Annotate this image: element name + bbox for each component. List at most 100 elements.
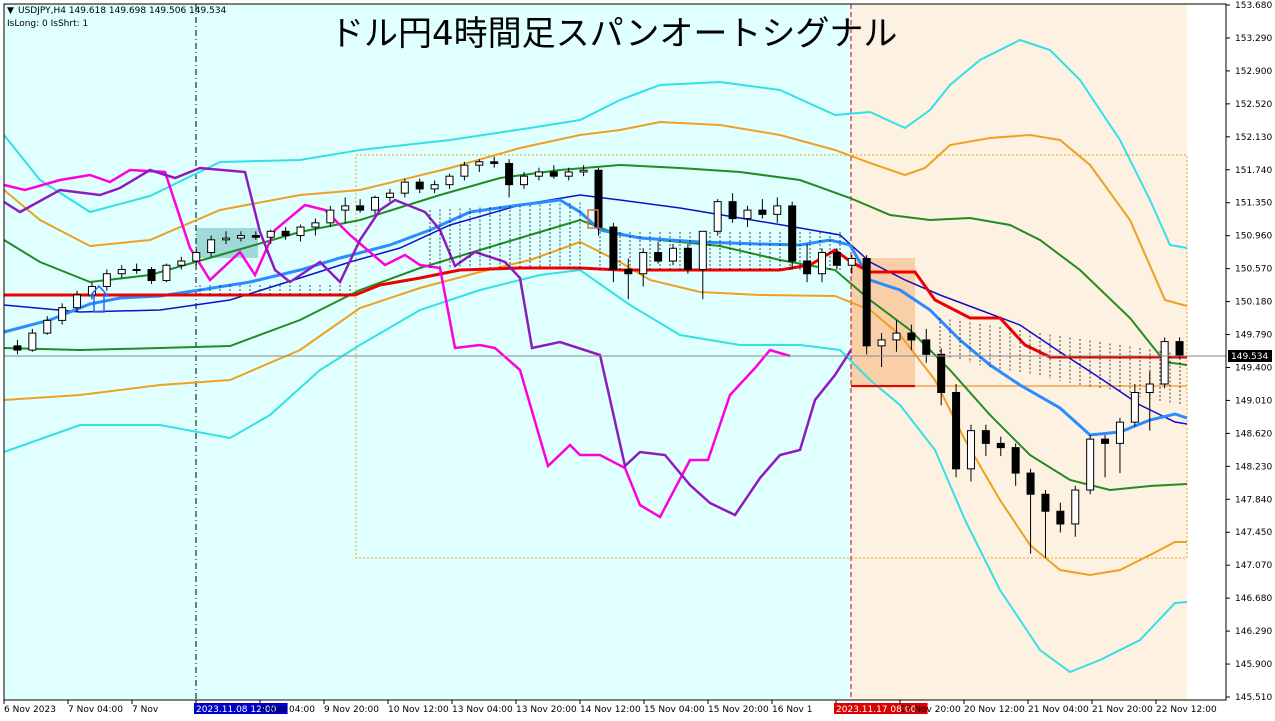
candle[interactable] [937, 348, 946, 406]
candle[interactable] [177, 256, 186, 270]
candle[interactable] [668, 244, 677, 266]
candle[interactable] [400, 178, 409, 198]
candle[interactable] [862, 255, 871, 355]
candle[interactable] [281, 227, 290, 240]
candle[interactable] [371, 195, 380, 215]
candle[interactable] [356, 199, 365, 213]
candle[interactable] [520, 171, 529, 189]
candle[interactable] [117, 265, 126, 278]
candle[interactable] [207, 235, 216, 257]
candle-body-up [713, 201, 722, 232]
candle[interactable] [415, 178, 424, 194]
candle[interactable] [639, 248, 648, 287]
y-tick-label: 147.840 [1235, 495, 1272, 505]
candle[interactable] [1026, 468, 1035, 554]
candle-body-up [743, 209, 752, 220]
candle[interactable] [713, 199, 722, 236]
candle-body-up [1071, 489, 1080, 525]
candle[interactable] [1101, 434, 1110, 478]
candle[interactable] [981, 424, 990, 457]
candle[interactable] [28, 328, 37, 352]
candle[interactable] [534, 167, 543, 181]
candle[interactable] [564, 167, 573, 181]
candle[interactable] [803, 244, 812, 283]
candle[interactable] [251, 231, 260, 240]
candle[interactable] [907, 324, 916, 351]
candle[interactable] [43, 316, 52, 335]
candle[interactable] [624, 258, 633, 300]
candle[interactable] [773, 197, 782, 223]
candle[interactable] [73, 290, 82, 312]
candle[interactable] [1071, 485, 1080, 537]
candle[interactable] [683, 244, 692, 274]
candle[interactable] [579, 165, 588, 177]
candle[interactable] [445, 173, 454, 189]
candle[interactable] [505, 159, 514, 198]
candle[interactable] [609, 222, 618, 283]
candle[interactable] [147, 266, 156, 284]
candle[interactable] [743, 205, 752, 228]
candle[interactable] [1041, 490, 1050, 558]
candle-body-down [758, 209, 767, 215]
candle[interactable] [1160, 337, 1169, 389]
candle[interactable] [236, 231, 245, 242]
y-tick-label: 150.570 [1235, 265, 1272, 275]
candle-body-down [862, 257, 871, 347]
candlesticks[interactable] [13, 156, 1184, 558]
band-mid-top [3, 120, 1188, 307]
candle[interactable] [460, 161, 469, 181]
candle[interactable] [311, 218, 320, 236]
candle[interactable] [475, 159, 484, 172]
candle-body-up [385, 192, 394, 198]
candle[interactable] [952, 384, 961, 478]
candle[interactable] [892, 320, 901, 352]
y-tick-label: 152.130 [1235, 133, 1272, 143]
collapse-arrow-icon[interactable]: ▼ [7, 6, 14, 16]
y-tick-label: 152.520 [1235, 100, 1272, 110]
candle[interactable] [966, 424, 975, 482]
y-tick-label: 149.400 [1235, 363, 1272, 373]
candle[interactable] [758, 199, 767, 219]
candle[interactable] [877, 333, 886, 368]
candle[interactable] [326, 205, 335, 228]
candle[interactable] [698, 230, 707, 300]
candle-body-down [922, 339, 931, 355]
candle[interactable] [266, 229, 275, 245]
candle[interactable] [1056, 502, 1065, 533]
candle[interactable] [1130, 384, 1139, 427]
candle-body-up [117, 268, 126, 275]
x-tick-label: 20 Nov 12:00 [964, 705, 1025, 715]
candle[interactable] [162, 263, 171, 283]
candle[interactable] [728, 193, 737, 223]
candle[interactable] [847, 255, 856, 274]
candle[interactable] [832, 248, 841, 270]
candle[interactable] [654, 241, 663, 264]
y-tick-label: 149.010 [1235, 396, 1272, 406]
candle-body-up [102, 273, 111, 287]
candle[interactable] [430, 180, 439, 194]
candle[interactable] [192, 248, 201, 266]
candle[interactable] [222, 231, 231, 245]
candle[interactable] [549, 165, 558, 179]
candle[interactable] [132, 263, 141, 274]
candle[interactable] [1086, 434, 1095, 495]
candle[interactable] [922, 328, 931, 363]
candle[interactable] [385, 188, 394, 202]
candle[interactable] [341, 197, 350, 223]
candle[interactable] [1115, 417, 1124, 474]
y-tick-label: 151.740 [1235, 166, 1272, 176]
y-tick-label: 145.900 [1235, 660, 1272, 670]
candle[interactable] [817, 248, 826, 283]
candle[interactable] [296, 224, 305, 242]
candle[interactable] [1145, 371, 1154, 431]
candle[interactable] [58, 303, 67, 325]
candle[interactable] [996, 436, 1005, 457]
candle[interactable] [490, 156, 499, 168]
candle-body-up [236, 235, 245, 239]
candle[interactable] [788, 201, 797, 270]
candle[interactable] [13, 339, 22, 355]
candle[interactable] [1011, 443, 1020, 486]
candle[interactable] [102, 269, 111, 291]
